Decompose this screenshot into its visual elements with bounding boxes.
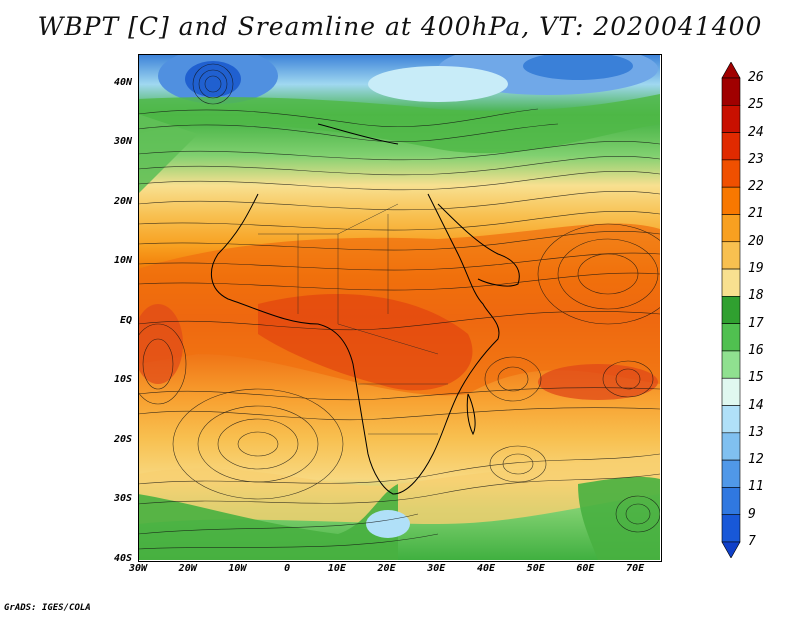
colorbar-tick-label: 22 — [748, 179, 764, 195]
lon-tick-label: 30W — [128, 563, 148, 574]
colorbar-tip-bottom — [721, 541, 741, 558]
lon-tick-label: 10W — [228, 563, 247, 574]
cool-band-n — [368, 66, 508, 102]
grads-credit: GrADS: IGES/COLA — [4, 603, 91, 613]
colorbar-tick-label: 9 — [748, 506, 756, 522]
cold-blob-south — [366, 510, 410, 538]
lon-tick-label: 60E — [576, 563, 595, 574]
colorbar-tick-label: 21 — [748, 206, 764, 222]
lon-tick-label: 50E — [526, 563, 545, 574]
green-band-south-west — [138, 484, 398, 560]
lat-tick-label: 30S — [113, 493, 132, 505]
green-band-south-east — [578, 476, 660, 560]
cold-core-ne — [523, 54, 633, 80]
colorbar-segment — [721, 241, 741, 270]
south-pale-band — [138, 454, 660, 524]
colorbar-tick-label: 16 — [748, 342, 764, 358]
coastlines — [210, 123, 520, 495]
colorbar-segment — [721, 459, 741, 488]
borders — [258, 203, 448, 435]
colorbar-tick-label: 23 — [748, 151, 764, 167]
colorbar-tick-label: 24 — [748, 124, 764, 140]
colorbar-segment — [721, 268, 741, 297]
lat-tick-label: 40N — [113, 76, 132, 88]
lon-tick-label: 70E — [626, 563, 645, 574]
colorbar-tick-label: 7 — [748, 534, 756, 549]
lon-tick-label: 30E — [427, 563, 446, 574]
lat-tick-label: 20S — [113, 433, 132, 445]
colorbar-segment — [721, 296, 741, 324]
colorbar-segment — [721, 432, 741, 461]
colorbar — [721, 62, 741, 558]
colorbar-segment — [721, 186, 741, 215]
wbpt-map — [138, 54, 660, 560]
lon-tick-label: 10E — [327, 563, 346, 574]
colorbar-tip-top — [721, 62, 741, 79]
colorbar-segment — [721, 159, 741, 188]
colorbar-tick-label: 14 — [748, 397, 764, 413]
lon-tick-label: 20W — [178, 563, 197, 574]
colorbar-segment — [721, 214, 741, 243]
colorbar-segment — [721, 104, 741, 133]
lon-tick-label: 0 — [284, 563, 291, 574]
colorbar-segment — [721, 377, 741, 406]
lon-tick-label: 40E — [476, 563, 496, 574]
colorbar-tick-label: 18 — [748, 288, 764, 304]
colorbar-segment — [721, 405, 741, 434]
lon-tick-label: 20E — [377, 563, 396, 574]
hot-core-west — [138, 304, 183, 384]
colorbar-tick-label: 15 — [748, 370, 764, 386]
colorbar-tick-label: 11 — [748, 479, 764, 495]
chart-title: WBPT [C] and Sreamline at 400hPa, VT: 20… — [37, 12, 763, 41]
lat-tick-label: 10N — [113, 255, 132, 267]
lat-tick-label: EQ — [119, 314, 132, 326]
colorbar-segment — [721, 350, 741, 379]
green-band-north-west — [138, 114, 198, 194]
lat-tick-label: 20N — [113, 195, 132, 207]
colorbar-tick-label: 17 — [748, 315, 764, 331]
colorbar-tick-label: 20 — [748, 233, 764, 249]
colorbar-tick-label: 19 — [748, 261, 764, 277]
colorbar-segment — [721, 132, 741, 161]
streamlines — [138, 63, 660, 550]
colorbar-segment — [721, 323, 741, 352]
lat-tick-label: 10S — [113, 374, 132, 386]
colorbar-tick-label: 25 — [748, 97, 764, 113]
colorbar-segment — [721, 487, 741, 516]
colorbar-tick-label: 13 — [748, 424, 764, 440]
green-band-north — [138, 94, 660, 154]
lat-tick-label: 30N — [113, 136, 132, 148]
colorbar-tick-label: 12 — [748, 452, 764, 468]
hot-core-africa — [258, 294, 473, 391]
colorbar-segment — [721, 77, 741, 106]
hot-core-indian — [538, 364, 658, 400]
colorbar-tick-label: 26 — [748, 70, 764, 85]
lat-tick-label: 40S — [113, 553, 132, 564]
colorbar-segment — [721, 514, 741, 543]
